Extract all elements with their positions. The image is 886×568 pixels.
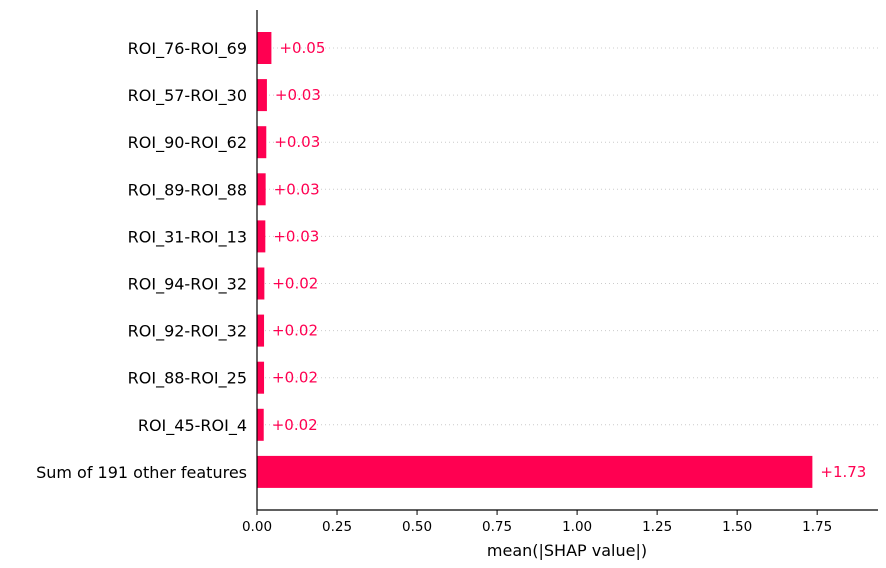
axis-layer: 0.00 0.25 0.50 0.75 1.00 1.25 1.50 1.75: [242, 10, 878, 535]
category-label: ROI_76-ROI_69: [128, 39, 247, 59]
value-label: +1.73: [820, 463, 866, 481]
bar: [257, 361, 265, 394]
value-label: +0.03: [274, 133, 320, 151]
value-label: +0.02: [272, 416, 318, 434]
bar: [257, 314, 265, 347]
value-label: +0.03: [273, 227, 319, 245]
bar: [257, 79, 267, 112]
bar-layer: [257, 32, 813, 488]
value-label: +0.02: [272, 275, 318, 293]
value-label: +0.03: [274, 180, 320, 198]
category-label: Sum of 191 other features: [36, 463, 247, 482]
bar: [257, 408, 264, 441]
x-tick-label: 0.00: [242, 519, 272, 535]
x-tick-label: 0.75: [482, 519, 512, 535]
bar: [257, 455, 813, 488]
category-label: ROI_94-ROI_32: [128, 275, 247, 295]
x-tick-label: 1.75: [802, 519, 832, 535]
category-label: ROI_57-ROI_30: [128, 86, 247, 106]
category-label: ROI_92-ROI_32: [128, 322, 247, 342]
category-label: ROI_31-ROI_13: [128, 227, 247, 247]
x-tick-label: 0.50: [402, 519, 432, 535]
category-label: ROI_45-ROI_4: [138, 416, 247, 436]
value-label: +0.02: [272, 322, 318, 340]
bar: [257, 220, 266, 253]
bar: [257, 173, 266, 206]
x-tick-label: 1.00: [562, 519, 592, 535]
x-tick-label: 1.50: [722, 519, 752, 535]
x-tick-label: 1.25: [642, 519, 672, 535]
value-label: +0.02: [272, 369, 318, 387]
bar: [257, 32, 272, 64]
label-layer: ROI_76-ROI_69 +0.05 ROI_57-ROI_30 +0.03 ROI_…: [36, 39, 866, 482]
value-label: +0.05: [279, 39, 325, 57]
category-label: ROI_90-ROI_62: [128, 133, 247, 153]
category-label: ROI_89-ROI_88: [128, 180, 247, 200]
x-axis-title: mean(|SHAP value|): [487, 541, 647, 560]
category-label: ROI_88-ROI_25: [128, 369, 247, 389]
value-label: +0.03: [275, 86, 321, 104]
bar: [257, 126, 267, 159]
x-tick-label: 0.25: [322, 519, 352, 535]
grid-layer: [257, 47, 878, 426]
bar: [257, 267, 265, 300]
